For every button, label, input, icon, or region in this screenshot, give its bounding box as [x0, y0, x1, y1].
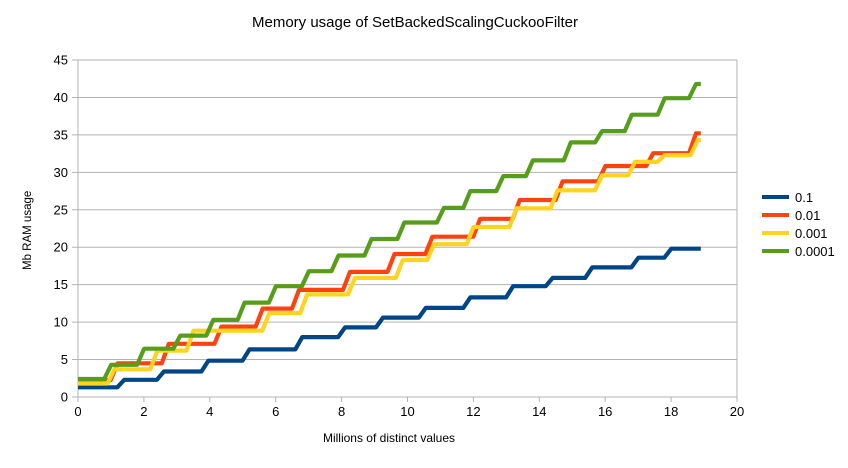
x-tick-label-14: 14: [532, 404, 546, 419]
y-tick-label-40: 40: [54, 90, 68, 105]
legend-swatch-icon: [762, 249, 789, 253]
series-line-0.1: [78, 246, 701, 390]
x-tick-label-10: 10: [400, 404, 414, 419]
series-line-0.0001: [78, 81, 701, 382]
y-tick-label-45: 45: [54, 53, 68, 68]
x-tick-label-16: 16: [598, 404, 612, 419]
x-tick-label-18: 18: [664, 404, 678, 419]
x-tick-label-0: 0: [74, 404, 81, 419]
x-tick-label-6: 6: [272, 404, 279, 419]
legend-item-0.001: 0.001: [762, 224, 835, 242]
x-axis-title: Millions of distinct values: [322, 431, 456, 445]
x-tick-label-20: 20: [730, 404, 744, 419]
x-tick-label-12: 12: [466, 404, 480, 419]
legend-label: 0.0001: [795, 243, 835, 259]
x-tick-label-2: 2: [140, 404, 147, 419]
x-tick-label-8: 8: [338, 404, 345, 419]
legend-label: 0.1: [795, 189, 814, 205]
legend-label: 0.01: [795, 207, 821, 223]
series-line-0.001: [78, 138, 701, 386]
y-tick-label-35: 35: [54, 127, 68, 142]
chart-title: Memory usage of SetBackedScalingCuckooFi…: [252, 14, 578, 31]
legend-swatch-icon: [762, 195, 789, 199]
y-tick-label-15: 15: [54, 277, 68, 292]
legend-swatch-icon: [762, 213, 789, 217]
y-tick-label-0: 0: [61, 390, 68, 405]
series-line-0.01: [78, 131, 701, 383]
x-tick-label-4: 4: [206, 404, 213, 419]
y-tick-label-10: 10: [54, 315, 68, 330]
y-tick-label-20: 20: [54, 240, 68, 255]
y-tick-label-25: 25: [54, 202, 68, 217]
legend-item-0.1: 0.1: [762, 188, 835, 206]
legend-item-0.01: 0.01: [762, 206, 835, 224]
legend-label: 0.001: [795, 225, 828, 241]
legend-swatch-icon: [762, 231, 789, 235]
legend-item-0.0001: 0.0001: [762, 242, 835, 260]
y-tick-label-30: 30: [54, 165, 68, 180]
legend: 0.1 0.01 0.001 0.0001: [762, 188, 835, 260]
y-tick-label-5: 5: [61, 352, 68, 367]
